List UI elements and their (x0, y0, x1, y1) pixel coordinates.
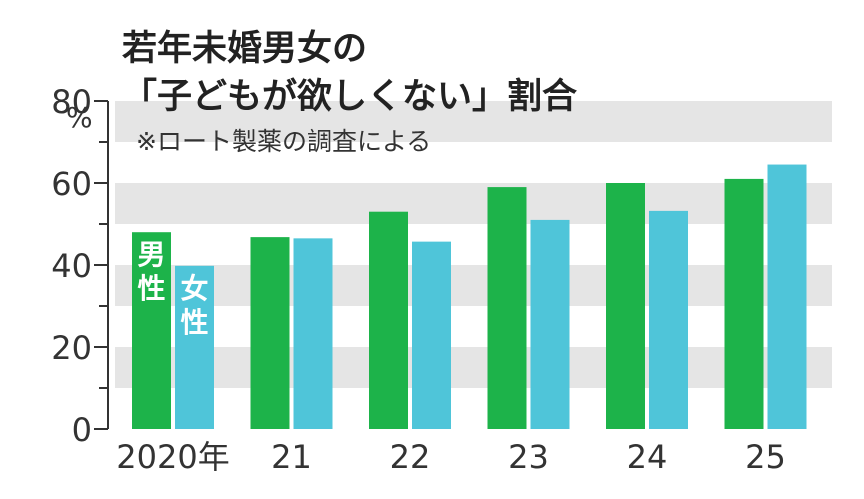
x-tick-label: 22 (390, 438, 431, 476)
bars-layer (132, 164, 807, 430)
bar-女性-25 (767, 164, 807, 430)
chart-title-line-1: 若年未婚男女の (122, 28, 367, 69)
y-tick-label: 40 (51, 247, 92, 285)
bar-女性-22 (412, 241, 451, 429)
bar-男性-24 (606, 183, 645, 429)
bar-男性-25 (724, 178, 764, 429)
bar-女性-23 (530, 219, 570, 429)
bar-女性-24 (649, 210, 688, 429)
x-tick-label: 2020年 (116, 438, 229, 476)
y-axis-unit: % (66, 101, 93, 134)
chart-title-line-2: 「子どもが欲しくない」割合 (122, 77, 577, 117)
x-tick-label: 24 (627, 438, 668, 476)
grid-band (115, 183, 832, 224)
series-label-男性: 性 (137, 272, 165, 305)
y-tick-label: 0 (72, 411, 92, 449)
x-tick-labels: 2020年 21 22 23 24 25 (116, 438, 786, 476)
y-tick-label: 20 (51, 329, 92, 367)
y-tick-label: 80 (51, 83, 92, 121)
bar-女性-2020年 (175, 265, 214, 429)
x-tick-label: 23 (508, 438, 549, 476)
bar-男性-23 (487, 187, 527, 429)
grid-band (115, 101, 832, 142)
x-tick-label: 21 (271, 438, 312, 476)
chart-note: ※ロート製薬の調査による (136, 127, 431, 156)
y-ticks: 0 20 40 60 80 (51, 83, 108, 449)
bar-男性-2020年 (132, 232, 171, 429)
series-label-女性: 女 (180, 272, 208, 305)
grid-bands (115, 101, 832, 388)
grid-band (115, 347, 832, 388)
grid-band (115, 265, 832, 306)
series-label-男性: 男 (137, 238, 165, 271)
x-tick-label: 25 (745, 438, 786, 476)
bar-男性-21 (250, 237, 290, 429)
series-label-女性: 性 (180, 306, 208, 339)
bar-男性-22 (369, 211, 408, 429)
bar-女性-21 (293, 238, 333, 429)
y-tick-label: 60 (51, 165, 92, 203)
series-labels: 男性 女性 (137, 238, 208, 339)
